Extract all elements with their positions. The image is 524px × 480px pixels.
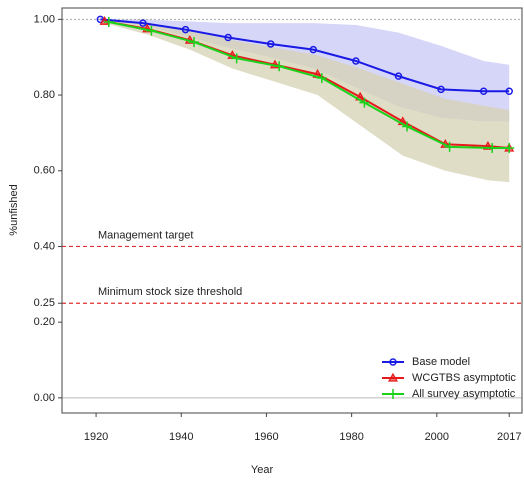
marker	[181, 25, 190, 34]
marker	[224, 33, 232, 42]
legend-marker	[387, 372, 399, 382]
legend-label: All survey asymptotic	[412, 388, 516, 400]
plot-frame	[61, 7, 523, 414]
legend-marker	[388, 389, 398, 399]
marker	[444, 141, 455, 152]
marker	[189, 37, 200, 48]
marker	[437, 85, 445, 94]
x-tick-label: 2017	[497, 431, 521, 443]
marker	[402, 121, 412, 132]
marker	[316, 73, 327, 84]
marker	[504, 143, 515, 154]
marker	[352, 57, 360, 65]
x-tick-label: 1980	[339, 431, 363, 443]
marker	[231, 53, 242, 64]
y-tick-label: 0.20	[34, 316, 55, 328]
reference-label: Management target	[98, 229, 193, 241]
y-tick-label: 0.60	[34, 165, 55, 177]
marker	[505, 87, 513, 96]
marker	[359, 97, 370, 108]
marker	[487, 143, 498, 154]
x-tick-label: 1960	[254, 431, 278, 443]
confidence-band	[104, 19, 510, 183]
reference-label: Minimum stock size threshold	[98, 286, 242, 298]
y-axis-label: %unfished	[8, 184, 20, 235]
y-tick-label: 0.80	[34, 89, 55, 101]
legend-label: WCGTBS asymptotic	[412, 372, 516, 384]
marker	[103, 17, 114, 28]
x-axis-label: Year	[251, 464, 274, 476]
y-tick-label: 1.00	[34, 13, 55, 25]
y-tick-label: 0.00	[34, 392, 55, 404]
x-tick-label: 1920	[84, 431, 108, 443]
marker	[266, 40, 275, 48]
marker	[394, 72, 403, 80]
legend-marker	[389, 358, 397, 366]
x-tick-label: 2000	[425, 431, 449, 443]
marker	[309, 45, 318, 54]
marker	[146, 25, 157, 36]
marker	[274, 61, 285, 72]
y-tick-label: 0.25	[34, 297, 55, 309]
marker	[139, 19, 147, 27]
legend-label: Base model	[412, 356, 470, 368]
series-line	[100, 18, 510, 93]
marker	[479, 87, 488, 96]
x-tick-label: 1940	[169, 431, 193, 443]
y-tick-label: 0.40	[34, 240, 55, 252]
